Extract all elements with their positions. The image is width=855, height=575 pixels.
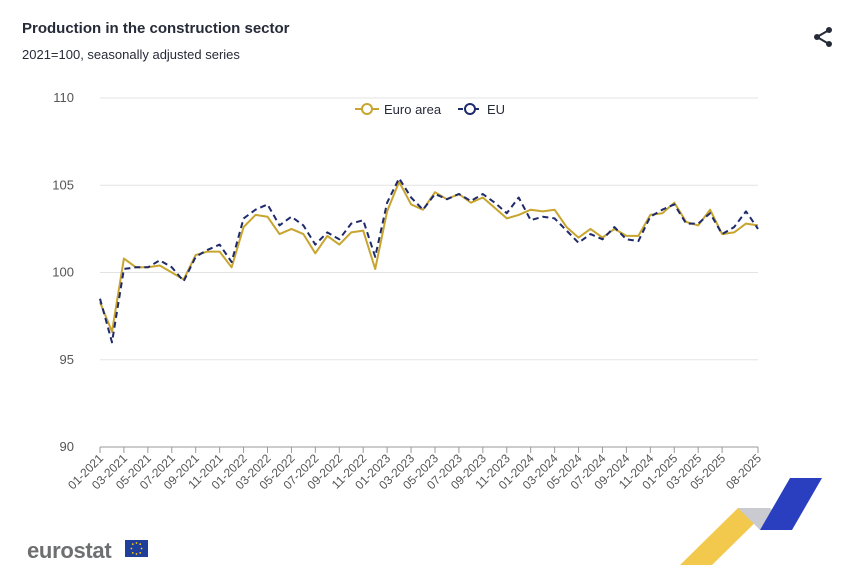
eurostat-logo: eurostat <box>27 538 112 563</box>
eu-flag-icon <box>125 540 148 557</box>
stripe-blue <box>760 478 822 530</box>
legend-marker <box>464 103 476 115</box>
series-line-eu <box>99 177 759 344</box>
y-tick-label: 100 <box>52 265 74 280</box>
chart-subtitle: 2021=100, seasonally adjusted series <box>22 47 240 62</box>
stripe-yellow <box>680 508 770 565</box>
legend-marker <box>361 103 373 115</box>
y-tick-label: 110 <box>53 90 74 105</box>
series-line-euro-area <box>99 180 759 333</box>
legend-label: Euro area <box>384 102 442 117</box>
y-tick-label: 105 <box>52 177 74 192</box>
y-tick-label: 90 <box>60 439 74 454</box>
share-icon[interactable] <box>811 25 835 49</box>
y-tick-label: 95 <box>60 352 74 367</box>
legend-label: EU <box>487 102 505 117</box>
chart-title: Production in the construction sector <box>22 20 290 37</box>
